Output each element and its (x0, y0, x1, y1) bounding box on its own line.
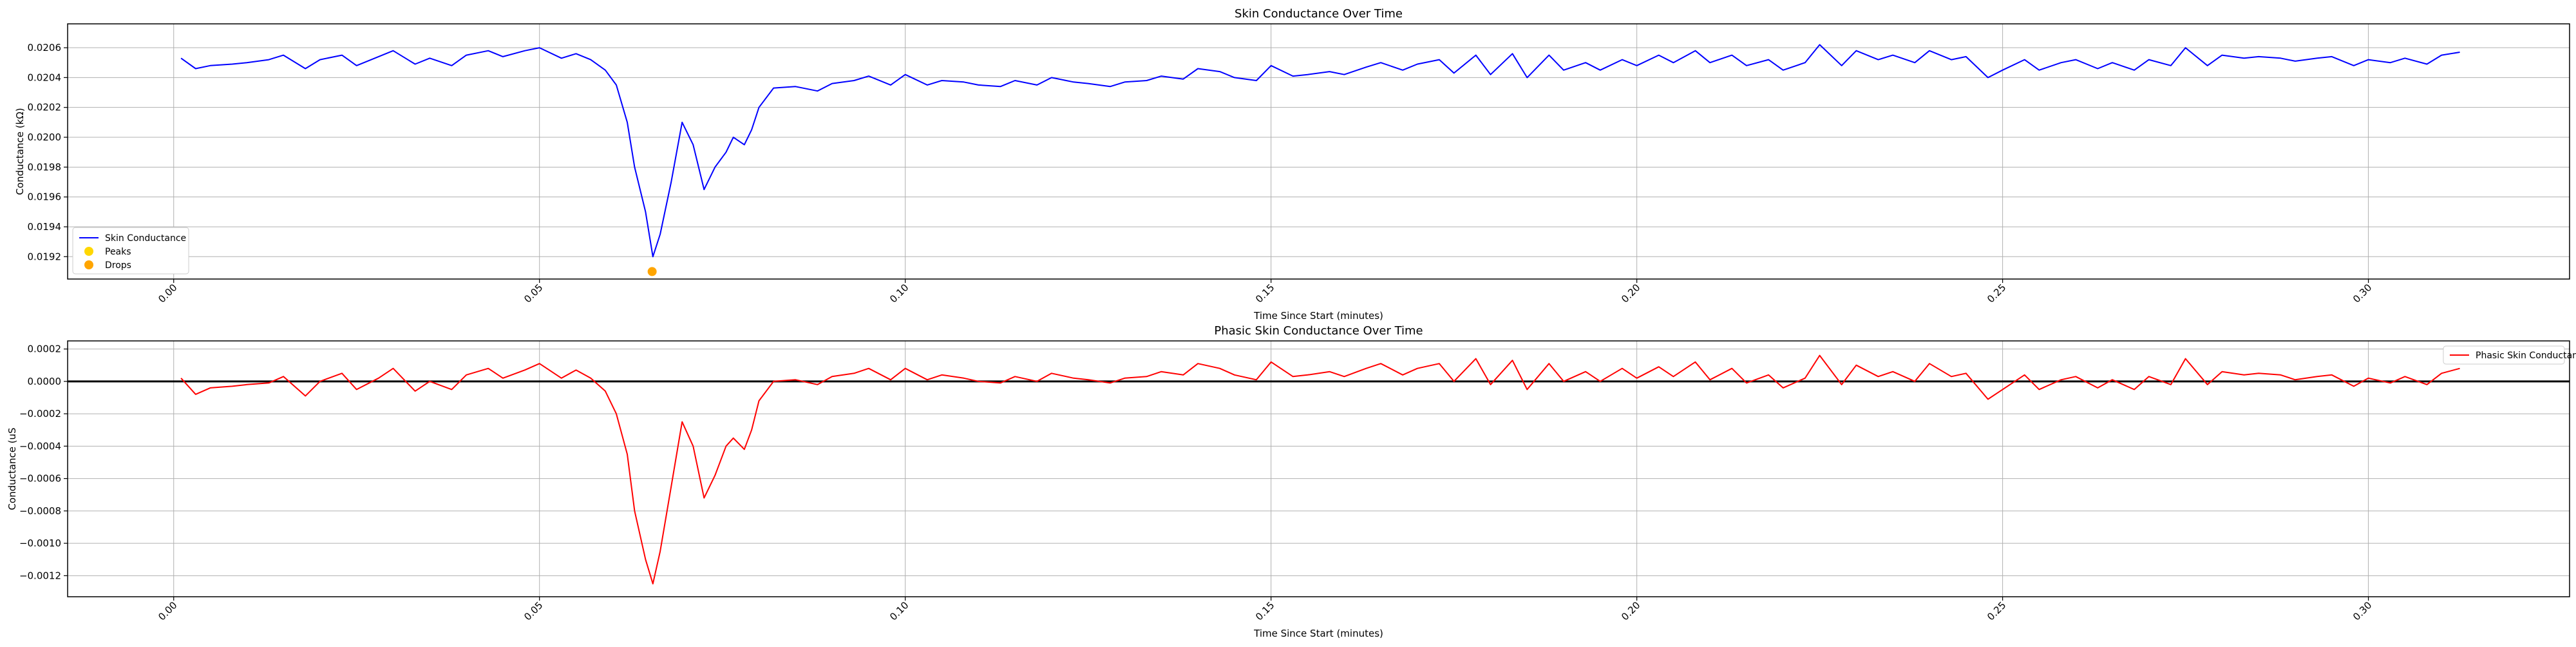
x-tick-label: 0.00 (156, 599, 179, 623)
y-tick-label: 0.0198 (28, 161, 62, 173)
chart-title: Skin Conductance Over Time (1235, 7, 1403, 21)
y-axis-label: Conductance (kΩ) (14, 108, 26, 195)
y-tick-label: −0.0004 (19, 440, 61, 452)
phasic-conductance-line (180, 354, 2460, 584)
x-tick-label: 0.30 (2351, 282, 2374, 305)
x-tick-label: 0.05 (522, 282, 545, 305)
x-tick-label: 0.05 (522, 599, 545, 623)
axes-frame (67, 23, 2570, 280)
legend-swatch-marker (84, 247, 93, 256)
legend-box (2443, 345, 2565, 365)
x-tick-label: 0.25 (1985, 282, 2008, 305)
y-tick-label: 0.0002 (28, 343, 62, 355)
x-tick-label: 0.10 (887, 599, 911, 623)
y-tick-label: 0.0196 (28, 191, 62, 203)
x-tick-label: 0.00 (156, 282, 179, 305)
y-tick-label: 0.0194 (28, 221, 62, 233)
plot-area (68, 341, 2570, 597)
y-tick-label: 0.0000 (28, 376, 62, 387)
legend-label: Peaks (105, 247, 131, 257)
skin-conductance-line (180, 44, 2460, 258)
y-tick-label: 0.0204 (28, 72, 62, 83)
x-tick-label: 0.30 (2351, 599, 2374, 623)
x-tick-label: 0.20 (1619, 599, 1642, 623)
x-axis-label: Time Since Start (minutes) (1253, 628, 1383, 639)
legend-swatch-marker (84, 260, 93, 269)
drop-point (647, 267, 657, 276)
axes-frame (67, 340, 2570, 597)
x-tick-label: 0.15 (1253, 599, 1276, 623)
x-tick-label: 0.20 (1619, 282, 1642, 305)
y-tick-label: −0.0002 (19, 408, 61, 420)
y-tick-label: 0.0192 (28, 251, 62, 262)
y-tick-label: −0.0010 (19, 537, 61, 549)
chart-title: Phasic Skin Conductance Over Time (1214, 324, 1423, 338)
x-tick-label: 0.25 (1985, 599, 2008, 623)
legend-label: Skin Conductance (105, 233, 186, 244)
x-axis-label: Time Since Start (minutes) (1253, 310, 1383, 322)
legend-label: Phasic Skin Conductance (2476, 351, 2576, 361)
y-axis-label: Conductance (uS (6, 427, 18, 510)
x-tick-label: 0.10 (887, 282, 911, 305)
y-tick-label: −0.0006 (19, 473, 61, 485)
x-tick-label: 0.15 (1253, 282, 1276, 305)
y-tick-label: 0.0200 (28, 131, 62, 143)
y-tick-label: −0.0008 (19, 505, 61, 517)
legend-label: Drops (105, 260, 131, 271)
legend-box (72, 227, 189, 275)
y-tick-label: −0.0012 (19, 570, 61, 581)
y-tick-label: 0.0202 (28, 102, 62, 113)
y-tick-label: 0.0206 (28, 42, 62, 53)
plot-area (68, 24, 2570, 279)
